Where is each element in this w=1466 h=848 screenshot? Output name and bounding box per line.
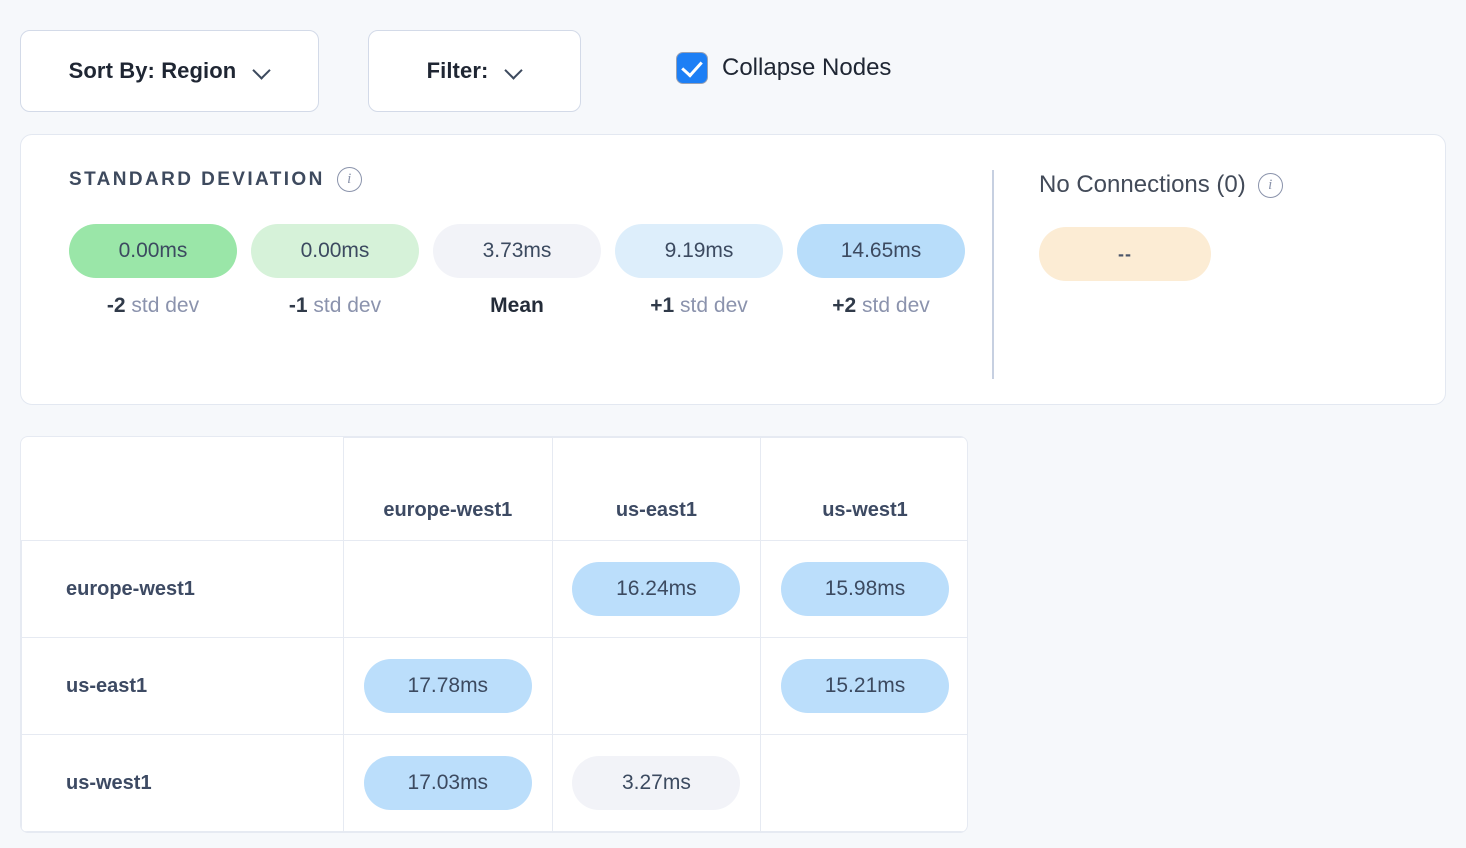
matrix-cell-inner <box>553 638 761 734</box>
filter-label: Filter: <box>426 58 489 83</box>
table-row: europe-west1 16.24ms 15.98ms <box>21 540 967 638</box>
toolbar: Sort By: Region Filter: Collapse Nodes <box>0 0 1466 130</box>
latency-matrix-table: europe-west1 us-east1 us-west1 europe-we… <box>21 437 967 832</box>
matrix-cell <box>551 637 762 735</box>
matrix-cell-inner <box>761 735 967 831</box>
collapse-nodes-label: Collapse Nodes <box>722 54 892 81</box>
std-dev-caption: +1 std dev <box>650 294 748 318</box>
std-dev-caption-prefix: +1 <box>650 294 675 317</box>
std-dev-caption-prefix: -1 <box>288 294 308 317</box>
no-connections-pill: -- <box>1039 227 1211 281</box>
std-dev-caption: -2 std dev <box>107 294 199 318</box>
matrix-cell[interactable]: 15.98ms <box>760 540 967 638</box>
collapse-nodes-checkbox[interactable] <box>676 52 708 84</box>
row-header: europe-west1 <box>21 540 344 638</box>
std-dev-caption-suffix: std dev <box>307 294 382 317</box>
std-dev-column: 9.19ms +1 std dev <box>615 224 783 318</box>
matrix-cell <box>760 734 967 832</box>
std-dev-column: 0.00ms -1 std dev <box>251 224 419 318</box>
std-dev-column: 14.65ms +2 std dev <box>797 224 965 318</box>
column-header: us-west1 <box>760 437 967 541</box>
std-dev-caption-suffix: std dev <box>125 294 200 317</box>
matrix-cell-inner: 15.98ms <box>761 541 967 637</box>
std-dev-pill: 9.19ms <box>615 224 783 278</box>
info-icon[interactable]: i <box>336 167 362 192</box>
matrix-cell-inner: 15.21ms <box>761 638 967 734</box>
column-header: europe-west1 <box>343 437 553 541</box>
collapse-nodes-toggle[interactable]: Collapse Nodes <box>676 52 891 84</box>
matrix-cell <box>343 540 553 638</box>
matrix-cell-inner <box>344 541 552 637</box>
latency-pill: 15.21ms <box>780 659 949 713</box>
column-header: us-east1 <box>551 437 762 541</box>
std-dev-pill: 14.65ms <box>797 224 965 278</box>
table-row: us-east1 17.78ms 15.21ms <box>21 637 967 735</box>
matrix-cell-inner: 17.03ms <box>344 735 552 831</box>
matrix-cell[interactable]: 17.03ms <box>343 734 553 832</box>
std-dev-caption-suffix: std dev <box>856 294 930 317</box>
std-dev-column: 0.00ms -2 std dev <box>69 224 237 318</box>
table-header-row: europe-west1 us-east1 us-west1 <box>21 437 967 541</box>
std-dev-caption-prefix: -2 <box>106 294 126 317</box>
chevron-down-icon <box>506 63 522 79</box>
table-row: us-west1 17.03ms 3.27ms <box>21 734 967 832</box>
row-header: us-west1 <box>21 734 344 832</box>
standard-deviation-title: STANDARD DEVIATION <box>69 168 325 190</box>
no-connections-section: No Connections (0) i -- <box>1039 171 1283 281</box>
legend-card: STANDARD DEVIATION i 0.00ms -2 std dev 0… <box>20 134 1446 405</box>
matrix-cell-inner: 16.24ms <box>553 541 761 637</box>
no-connections-title: No Connections (0) <box>1039 171 1246 198</box>
std-dev-caption: -1 std dev <box>289 294 381 318</box>
standard-deviation-header: STANDARD DEVIATION i <box>69 167 999 192</box>
latency-pill: 17.78ms <box>363 659 532 713</box>
matrix-cell[interactable]: 17.78ms <box>343 637 553 735</box>
standard-deviation-scale: 0.00ms -2 std dev 0.00ms -1 std dev 3.73… <box>69 224 999 318</box>
matrix-cell-inner: 17.78ms <box>344 638 552 734</box>
matrix-cell[interactable]: 15.21ms <box>760 637 967 735</box>
no-connections-header: No Connections (0) i <box>1039 171 1283 199</box>
latency-pill: 17.03ms <box>363 756 532 810</box>
latency-matrix: europe-west1 us-east1 us-west1 europe-we… <box>20 436 968 833</box>
standard-deviation-section: STANDARD DEVIATION i 0.00ms -2 std dev 0… <box>69 167 999 318</box>
std-dev-pill: 0.00ms <box>69 224 237 278</box>
filter-dropdown[interactable]: Filter: <box>368 30 581 112</box>
matrix-cell[interactable]: 3.27ms <box>551 734 762 832</box>
matrix-cell-inner: 3.27ms <box>553 735 761 831</box>
vertical-divider <box>992 170 994 379</box>
mean-caption: Mean <box>490 294 544 317</box>
row-header: us-east1 <box>21 637 344 735</box>
mean-pill: 3.73ms <box>433 224 601 278</box>
table-corner-cell <box>21 437 344 541</box>
std-dev-pill: 0.00ms <box>251 224 419 278</box>
std-dev-column-mean: 3.73ms Mean <box>433 224 601 318</box>
sort-by-dropdown[interactable]: Sort By: Region <box>20 30 319 112</box>
std-dev-caption-suffix: std dev <box>674 294 748 317</box>
latency-pill: 15.98ms <box>780 562 949 616</box>
latency-pill: 3.27ms <box>572 756 741 810</box>
info-icon[interactable]: i <box>1257 172 1283 198</box>
sort-by-label: Sort By: Region <box>68 58 237 83</box>
latency-pill: 16.24ms <box>572 562 741 616</box>
chevron-down-icon <box>254 63 270 79</box>
std-dev-caption: +2 std dev <box>832 294 930 318</box>
std-dev-caption-prefix: +2 <box>832 294 857 317</box>
matrix-cell[interactable]: 16.24ms <box>551 540 762 638</box>
